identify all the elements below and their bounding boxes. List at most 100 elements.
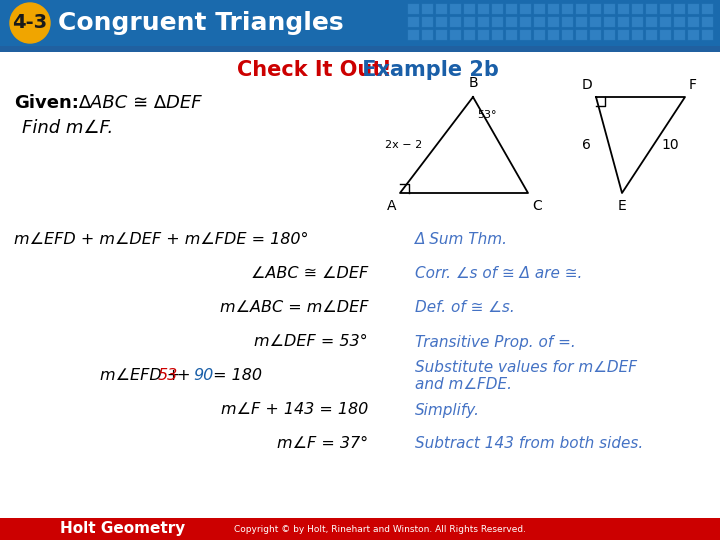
- FancyBboxPatch shape: [463, 16, 475, 27]
- FancyBboxPatch shape: [603, 16, 615, 27]
- FancyBboxPatch shape: [421, 16, 433, 27]
- FancyBboxPatch shape: [0, 46, 720, 52]
- Text: F: F: [689, 78, 697, 92]
- FancyBboxPatch shape: [645, 3, 657, 14]
- FancyBboxPatch shape: [589, 3, 601, 14]
- FancyBboxPatch shape: [617, 3, 629, 14]
- Text: Check It Out!: Check It Out!: [237, 60, 392, 80]
- Text: 2x − 2: 2x − 2: [385, 140, 423, 150]
- FancyBboxPatch shape: [519, 3, 531, 14]
- FancyBboxPatch shape: [477, 3, 489, 14]
- FancyBboxPatch shape: [0, 518, 720, 540]
- FancyBboxPatch shape: [589, 16, 601, 27]
- FancyBboxPatch shape: [547, 29, 559, 40]
- FancyBboxPatch shape: [617, 29, 629, 40]
- FancyBboxPatch shape: [505, 29, 517, 40]
- FancyBboxPatch shape: [533, 16, 545, 27]
- FancyBboxPatch shape: [533, 3, 545, 14]
- FancyBboxPatch shape: [701, 29, 713, 40]
- FancyBboxPatch shape: [659, 3, 671, 14]
- Text: 90: 90: [194, 368, 214, 383]
- FancyBboxPatch shape: [645, 16, 657, 27]
- Text: Congruent Triangles: Congruent Triangles: [58, 11, 343, 35]
- Text: Subtract 143 from both sides.: Subtract 143 from both sides.: [415, 436, 643, 451]
- Text: +: +: [172, 368, 196, 383]
- Text: m∠F = 37°: m∠F = 37°: [277, 436, 368, 451]
- FancyBboxPatch shape: [477, 16, 489, 27]
- FancyBboxPatch shape: [631, 16, 643, 27]
- FancyBboxPatch shape: [519, 16, 531, 27]
- FancyBboxPatch shape: [407, 16, 419, 27]
- FancyBboxPatch shape: [687, 3, 699, 14]
- Text: ∆ABC ≅ ∆DEF: ∆ABC ≅ ∆DEF: [78, 94, 202, 112]
- FancyBboxPatch shape: [421, 3, 433, 14]
- Text: 4-3: 4-3: [12, 14, 48, 32]
- FancyBboxPatch shape: [589, 29, 601, 40]
- FancyBboxPatch shape: [505, 3, 517, 14]
- FancyBboxPatch shape: [547, 3, 559, 14]
- Text: Δ Sum Thm.: Δ Sum Thm.: [415, 233, 508, 247]
- FancyBboxPatch shape: [407, 29, 419, 40]
- FancyBboxPatch shape: [701, 3, 713, 14]
- FancyBboxPatch shape: [561, 16, 573, 27]
- FancyBboxPatch shape: [673, 29, 685, 40]
- FancyBboxPatch shape: [463, 3, 475, 14]
- FancyBboxPatch shape: [407, 3, 419, 14]
- FancyBboxPatch shape: [491, 29, 503, 40]
- FancyBboxPatch shape: [547, 16, 559, 27]
- FancyBboxPatch shape: [687, 29, 699, 40]
- FancyBboxPatch shape: [659, 29, 671, 40]
- FancyBboxPatch shape: [645, 29, 657, 40]
- FancyBboxPatch shape: [673, 3, 685, 14]
- FancyBboxPatch shape: [561, 3, 573, 14]
- Text: m∠EFD + m∠DEF + m∠FDE = 180°: m∠EFD + m∠DEF + m∠FDE = 180°: [14, 233, 308, 247]
- Text: C: C: [532, 199, 541, 213]
- Text: m∠ABC = m∠DEF: m∠ABC = m∠DEF: [220, 300, 368, 315]
- FancyBboxPatch shape: [673, 16, 685, 27]
- FancyBboxPatch shape: [603, 3, 615, 14]
- FancyBboxPatch shape: [421, 29, 433, 40]
- FancyBboxPatch shape: [659, 16, 671, 27]
- FancyBboxPatch shape: [617, 16, 629, 27]
- FancyBboxPatch shape: [505, 16, 517, 27]
- FancyBboxPatch shape: [701, 16, 713, 27]
- FancyBboxPatch shape: [449, 16, 461, 27]
- FancyBboxPatch shape: [575, 29, 587, 40]
- Text: E: E: [618, 199, 626, 213]
- FancyBboxPatch shape: [435, 16, 447, 27]
- FancyBboxPatch shape: [561, 29, 573, 40]
- Text: m∠DEF = 53°: m∠DEF = 53°: [254, 334, 368, 349]
- FancyBboxPatch shape: [449, 29, 461, 40]
- Text: 53: 53: [158, 368, 178, 383]
- Text: 53°: 53°: [477, 110, 497, 120]
- Text: 10: 10: [662, 138, 679, 152]
- FancyBboxPatch shape: [519, 29, 531, 40]
- FancyBboxPatch shape: [435, 3, 447, 14]
- Text: ∠ABC ≅ ∠DEF: ∠ABC ≅ ∠DEF: [251, 267, 368, 281]
- Text: m∠F + 143 = 180: m∠F + 143 = 180: [221, 402, 368, 417]
- Text: m∠EFD +: m∠EFD +: [100, 368, 185, 383]
- FancyBboxPatch shape: [463, 29, 475, 40]
- Text: Substitute values for m∠DEF
and m∠FDE.: Substitute values for m∠DEF and m∠FDE.: [415, 360, 637, 392]
- FancyBboxPatch shape: [631, 3, 643, 14]
- Text: Holt Geometry: Holt Geometry: [60, 522, 185, 537]
- Text: Transitive Prop. of =.: Transitive Prop. of =.: [415, 334, 576, 349]
- Text: Simplify.: Simplify.: [415, 402, 480, 417]
- Text: = 180: = 180: [208, 368, 262, 383]
- Text: Given:: Given:: [14, 94, 79, 112]
- Text: Example 2b: Example 2b: [355, 60, 499, 80]
- FancyBboxPatch shape: [449, 3, 461, 14]
- FancyBboxPatch shape: [491, 3, 503, 14]
- Text: 6: 6: [582, 138, 591, 152]
- Text: Def. of ≅ ∠s.: Def. of ≅ ∠s.: [415, 300, 515, 315]
- FancyBboxPatch shape: [575, 3, 587, 14]
- Circle shape: [10, 3, 50, 43]
- FancyBboxPatch shape: [603, 29, 615, 40]
- Text: Copyright © by Holt, Rinehart and Winston. All Rights Reserved.: Copyright © by Holt, Rinehart and Winsto…: [234, 524, 526, 534]
- FancyBboxPatch shape: [687, 16, 699, 27]
- FancyBboxPatch shape: [477, 29, 489, 40]
- Text: A: A: [387, 199, 396, 213]
- FancyBboxPatch shape: [575, 16, 587, 27]
- FancyBboxPatch shape: [533, 29, 545, 40]
- FancyBboxPatch shape: [0, 0, 720, 46]
